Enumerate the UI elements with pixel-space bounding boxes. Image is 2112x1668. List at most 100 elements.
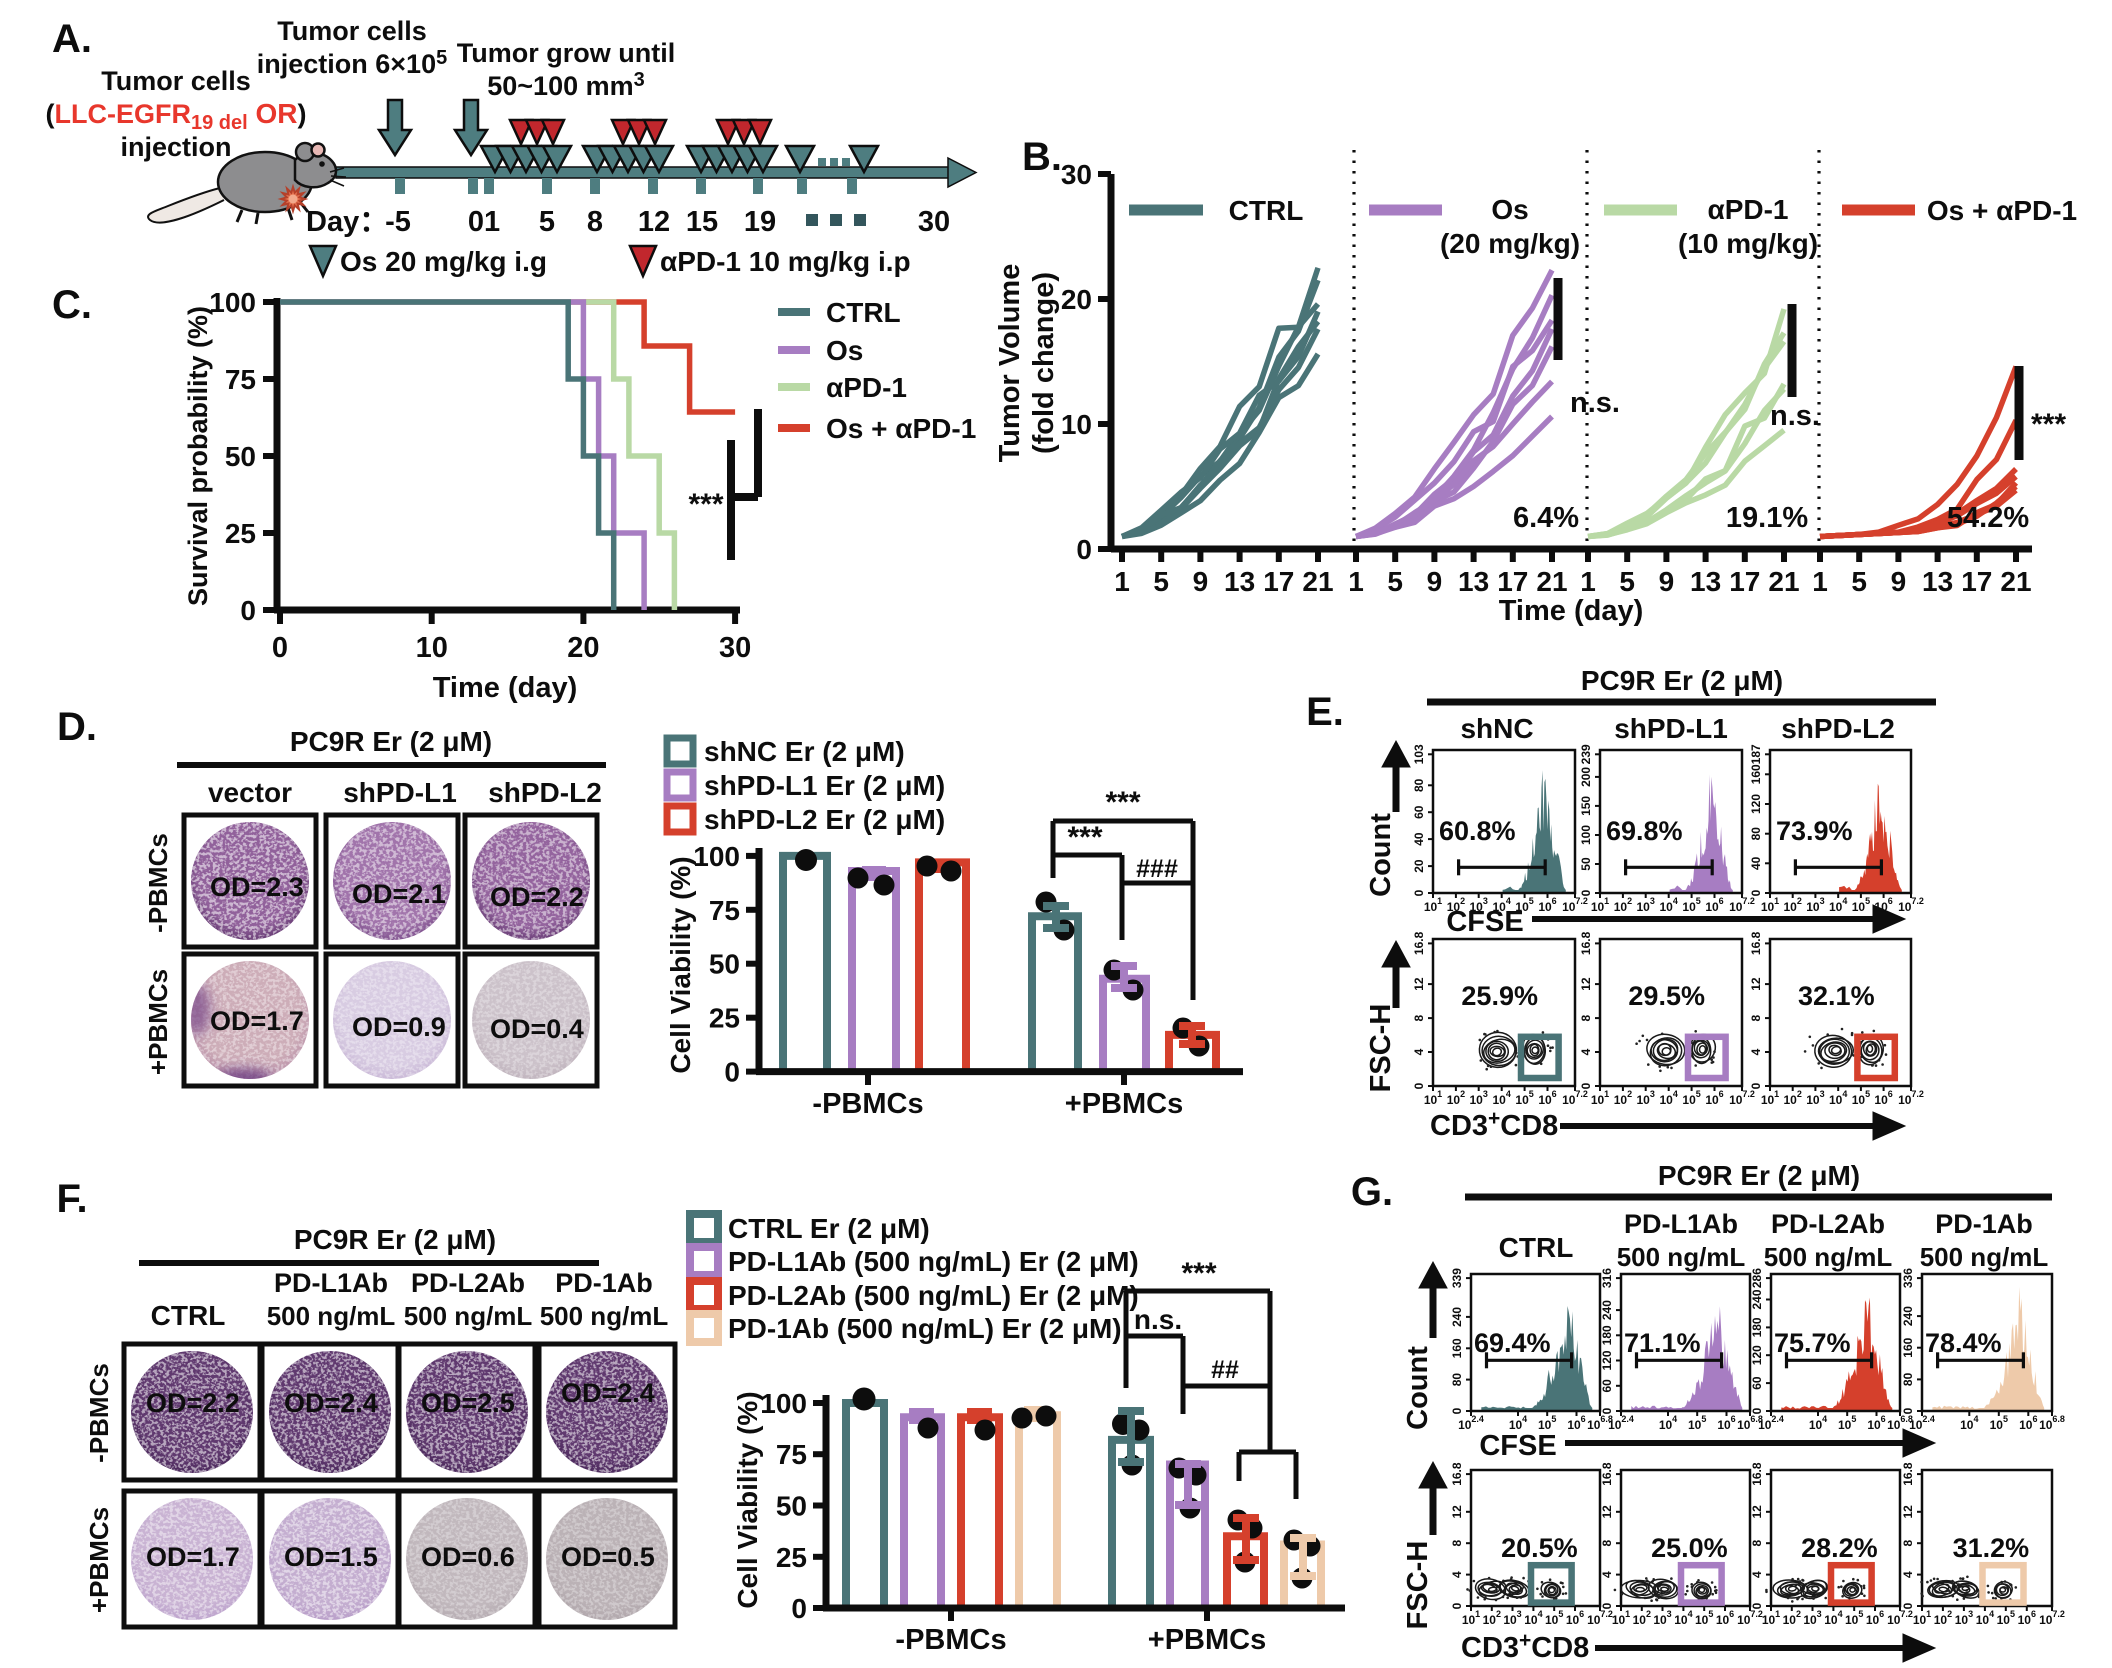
svg-text:40: 40 [1412,832,1426,846]
svg-text:50: 50 [1579,857,1593,871]
svg-text:120: 120 [1600,1350,1614,1370]
svg-text:100: 100 [1579,825,1593,845]
svg-text:9: 9 [1427,566,1443,597]
svg-text:PD-1Ab (500 ng/mL) Er (2 μM): PD-1Ab (500 ng/mL) Er (2 μM) [728,1313,1122,1344]
svg-text:OD=1.7: OD=1.7 [210,1006,304,1036]
svg-text:8: 8 [1600,1540,1614,1547]
svg-text:0: 0 [1901,1602,1915,1609]
svg-text:shPD-L2 Er (2 μM): shPD-L2 Er (2 μM) [704,804,945,835]
svg-text:180: 180 [1750,1317,1764,1337]
svg-text:12: 12 [1749,977,1763,991]
svg-text:16.8: 16.8 [1749,931,1763,955]
svg-text:OD=2.5: OD=2.5 [421,1388,515,1418]
svg-text:CD3+CD8: CD3+CD8 [1461,1629,1589,1664]
svg-text:###: ### [1136,855,1178,883]
svg-text:80: 80 [1901,1372,1915,1386]
svg-text:240: 240 [1750,1289,1764,1309]
svg-text:8: 8 [1450,1540,1464,1547]
svg-text:500 ng/mL: 500 ng/mL [404,1301,533,1331]
svg-text:(10 mg/kg): (10 mg/kg) [1678,228,1818,259]
svg-text:19: 19 [744,206,776,238]
svg-text:Time (day): Time (day) [1499,595,1644,627]
svg-text:PD-L1Ab: PD-L1Ab [1624,1209,1738,1239]
svg-text:PC9R Er (2 μM): PC9R Er (2 μM) [294,1224,496,1255]
svg-text:0: 0 [791,1593,807,1624]
svg-text:120: 120 [1750,1345,1764,1365]
svg-text:CFSE: CFSE [1479,1430,1556,1462]
svg-text:8: 8 [587,206,603,238]
svg-text:0: 0 [1412,1082,1426,1089]
svg-text:9: 9 [1659,566,1675,597]
svg-text:25: 25 [225,518,256,549]
svg-text:αPD-1: αPD-1 [1707,194,1788,225]
svg-text:160: 160 [1749,764,1763,784]
svg-text:1: 1 [1348,566,1364,597]
svg-text:8: 8 [1750,1540,1764,1547]
svg-text:1: 1 [1812,566,1828,597]
svg-text:Os 20 mg/kg i.g: Os 20 mg/kg i.g [340,246,547,277]
svg-text:60.8%: 60.8% [1439,816,1516,846]
svg-text:B.: B. [1022,135,1062,179]
svg-text:187: 187 [1749,744,1763,764]
svg-text:Tumor cells: Tumor cells [277,16,427,46]
svg-text:30: 30 [918,206,950,238]
svg-text:13: 13 [1458,566,1489,597]
svg-text:OD=2.4: OD=2.4 [284,1388,378,1418]
svg-text:F.: F. [56,1177,87,1221]
svg-text:Count: Count [1365,813,1397,897]
svg-text:21: 21 [2000,566,2031,597]
svg-text:239: 239 [1579,744,1593,764]
svg-text:8: 8 [1412,1014,1426,1021]
svg-text:OD=2.4: OD=2.4 [561,1378,655,1408]
svg-text:20: 20 [1412,859,1426,873]
svg-text:CTRL: CTRL [1229,195,1304,226]
svg-text:***: *** [1067,821,1102,854]
svg-text:shPD-L1 Er (2 μM): shPD-L1 Er (2 μM) [704,770,945,801]
svg-text:200: 200 [1579,767,1593,787]
svg-text:PC9R Er (2 μM): PC9R Er (2 μM) [290,726,492,757]
svg-text:+PBMCs: +PBMCs [143,969,173,1075]
svg-text:8: 8 [1901,1540,1915,1547]
svg-text:4: 4 [1412,1048,1426,1055]
svg-text:0: 0 [724,1057,740,1088]
svg-text:40: 40 [1749,856,1763,870]
svg-text:-PBMCs: -PBMCs [84,1363,114,1463]
svg-text:240: 240 [1450,1307,1464,1327]
svg-text:20.5%: 20.5% [1501,1533,1578,1563]
svg-text:0: 0 [1901,1407,1915,1414]
svg-text:16.8: 16.8 [1901,1462,1915,1486]
svg-text:4: 4 [1749,1048,1763,1055]
svg-text:01: 01 [468,206,500,238]
svg-text:100: 100 [760,1388,807,1419]
svg-text:25.0%: 25.0% [1651,1533,1728,1563]
svg-text:9: 9 [1193,566,1209,597]
svg-text:D.: D. [57,705,97,749]
svg-text:12: 12 [1901,1505,1915,1519]
svg-text:5: 5 [1153,566,1169,597]
svg-text:60: 60 [1412,805,1426,819]
svg-text:12: 12 [1579,977,1593,991]
svg-text:(20 mg/kg): (20 mg/kg) [1440,228,1580,259]
svg-text:OD=0.4: OD=0.4 [490,1014,584,1044]
svg-text:60: 60 [1600,1379,1614,1393]
svg-text:injection: injection [120,132,231,162]
svg-text:1: 1 [1580,566,1596,597]
svg-text:29.5%: 29.5% [1628,981,1705,1011]
svg-text:Os: Os [826,335,863,366]
svg-text:OD=0.6: OD=0.6 [421,1542,515,1572]
svg-text:17: 17 [1497,566,1528,597]
svg-text:30: 30 [1061,159,1092,190]
svg-text:13: 13 [1690,566,1721,597]
svg-text:OD=0.9: OD=0.9 [352,1012,446,1042]
svg-text:69.4%: 69.4% [1474,1328,1551,1358]
svg-text:0: 0 [1412,889,1426,896]
svg-text:0: 0 [1600,1602,1614,1609]
svg-text:500 ng/mL: 500 ng/mL [540,1301,669,1331]
svg-text:0: 0 [1579,889,1593,896]
svg-text:21: 21 [1302,566,1333,597]
svg-text:##: ## [1211,1356,1239,1384]
svg-text:20: 20 [567,632,599,664]
svg-text:100: 100 [693,841,740,872]
svg-text:4: 4 [1600,1571,1614,1578]
svg-text:50: 50 [225,441,256,472]
